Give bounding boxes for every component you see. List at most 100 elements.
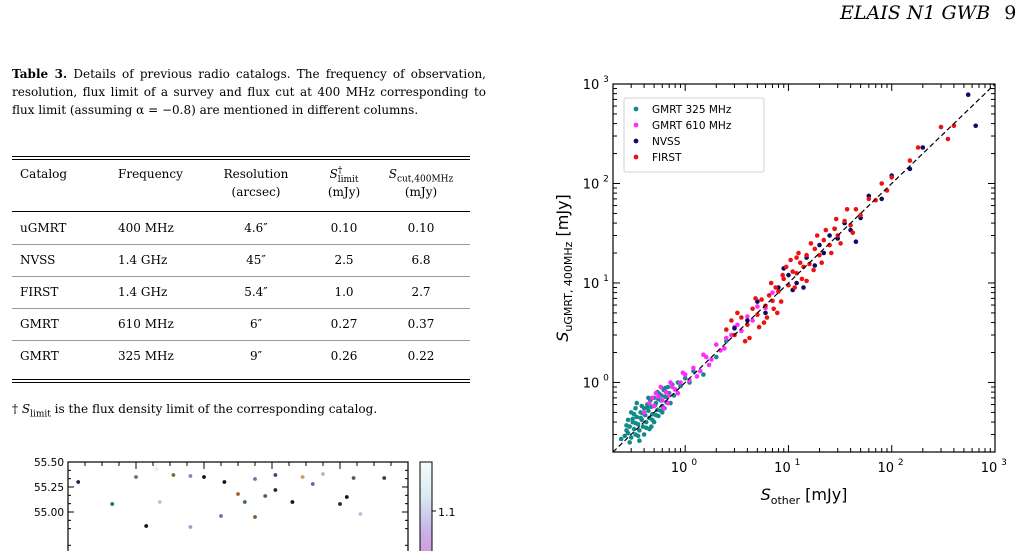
data-point	[742, 338, 748, 344]
cell-catalog: GMRT	[20, 317, 59, 331]
x-tick-label: 10	[671, 461, 688, 476]
data-point	[951, 123, 957, 129]
data-point	[833, 216, 839, 222]
cell-scut: 6.8	[411, 253, 431, 267]
y-tick-label: 10	[583, 78, 600, 93]
data-point	[858, 212, 863, 218]
data-point	[747, 335, 752, 341]
sky-source-point	[242, 500, 247, 504]
running-head: ELAIS N1 GWB 9	[840, 2, 1016, 24]
sky-source-point	[202, 475, 206, 479]
data-point	[827, 233, 832, 238]
sky-source-point	[300, 475, 305, 479]
page-number: 9	[1004, 2, 1016, 24]
data-point	[724, 327, 729, 332]
sky-y-tick-label: 55.00	[34, 507, 64, 519]
data-point	[627, 440, 632, 445]
header-scut: Scut,400MHz	[388, 167, 454, 185]
data-point	[792, 285, 797, 290]
sky-map-partial-plot: 55.50 55.25 55.00 1.1	[34, 457, 456, 551]
cell-scut: 2.7	[411, 285, 431, 299]
data-point	[781, 276, 786, 282]
sky-source-point	[290, 500, 295, 504]
sky-source-point	[171, 473, 176, 477]
data-point	[634, 400, 640, 406]
data-point	[635, 433, 641, 439]
x-axis-label: Sother [mJy]	[761, 485, 848, 507]
y-tick-label-exponent: 2	[603, 174, 609, 184]
data-point	[701, 372, 706, 377]
data-point	[768, 280, 774, 286]
data-point	[771, 306, 776, 312]
data-point	[804, 252, 809, 258]
legend: GMRT 325 MHz GMRT 610 MHz NVSS FIRST	[623, 97, 765, 173]
data-point	[694, 374, 700, 379]
sky-source-point	[321, 472, 325, 476]
data-point	[724, 335, 729, 341]
data-point	[812, 246, 818, 252]
cell-frequency: 1.4 GHz	[118, 285, 168, 299]
data-point	[764, 315, 770, 320]
legend-marker	[633, 106, 639, 112]
data-point	[701, 352, 706, 358]
data-point	[732, 326, 737, 331]
data-point	[729, 318, 734, 323]
running-head-title: ELAIS N1 GWB	[840, 2, 991, 24]
data-point	[745, 314, 750, 319]
data-point	[804, 278, 809, 284]
sky-source-point	[236, 492, 240, 496]
cell-catalog: FIRST	[20, 285, 59, 299]
data-point	[808, 241, 814, 246]
sky-source-point	[273, 473, 278, 477]
data-point	[853, 207, 859, 212]
data-point	[647, 400, 652, 406]
sky-source-point	[273, 488, 278, 492]
sky-source-point	[76, 480, 81, 484]
table-footnote: † Slimit is the flux density limit of th…	[12, 402, 378, 420]
data-point	[678, 380, 683, 385]
data-point	[780, 272, 785, 278]
data-point	[973, 123, 978, 129]
data-point	[691, 368, 696, 374]
data-point	[633, 420, 638, 426]
data-point	[709, 357, 714, 362]
data-point	[630, 416, 635, 422]
x-tick-label-exponent: 0	[691, 458, 697, 468]
data-point	[755, 312, 760, 317]
y-tick-label: 10	[583, 277, 600, 292]
data-point	[853, 239, 859, 244]
data-point	[879, 181, 884, 186]
y-tick-label: 10	[583, 376, 600, 391]
data-point	[624, 423, 629, 428]
data-point	[773, 285, 778, 290]
sky-source-point	[110, 502, 115, 506]
data-point	[682, 376, 688, 381]
data-point	[653, 412, 659, 418]
data-point	[622, 433, 628, 439]
data-point	[844, 207, 850, 212]
x-tick-label: 10	[877, 461, 894, 476]
data-point	[915, 145, 921, 150]
cell-slimit: 1.0	[334, 285, 354, 299]
data-point	[965, 92, 971, 97]
cell-frequency: 1.4 GHz	[118, 253, 168, 267]
cell-scut: 0.10	[407, 221, 435, 235]
data-point	[735, 310, 740, 316]
data-point	[666, 393, 672, 398]
sky-source-point	[188, 525, 193, 529]
x-tick-label: 10	[981, 461, 998, 476]
data-point	[714, 342, 719, 347]
data-point	[794, 255, 799, 260]
sky-source-point	[219, 514, 223, 518]
data-point	[625, 417, 631, 423]
data-point	[661, 406, 666, 411]
sky-source-point	[358, 512, 363, 516]
data-point	[938, 124, 944, 130]
data-point	[631, 426, 637, 432]
data-point	[842, 218, 847, 224]
data-point	[801, 285, 806, 290]
data-point	[750, 306, 755, 312]
series-gmrt-610-mhz	[641, 290, 775, 415]
data-point	[823, 227, 829, 233]
header-slimit-unit: (mJy)	[327, 185, 361, 199]
